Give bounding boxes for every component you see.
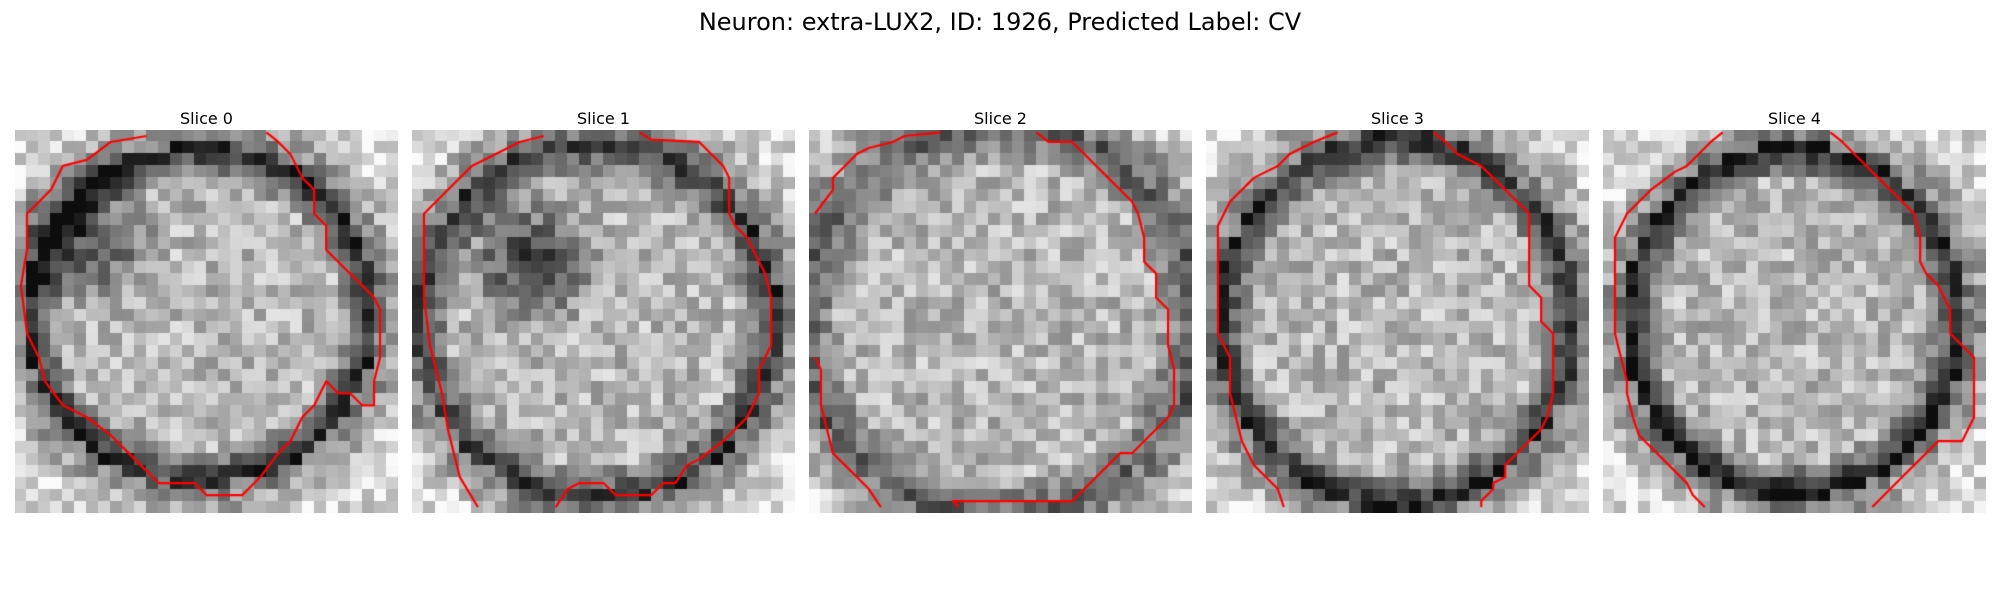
slice-image-2	[809, 130, 1192, 513]
slice-panel-1: Slice 1	[412, 108, 795, 513]
slice-panel-3: Slice 3	[1206, 108, 1589, 513]
slice-image-4	[1603, 130, 1986, 513]
slice-title-0: Slice 0	[180, 109, 233, 128]
slice-title-1: Slice 1	[577, 109, 630, 128]
slice-title-4: Slice 4	[1768, 109, 1821, 128]
slice-title-3: Slice 3	[1371, 109, 1424, 128]
slice-panel-2: Slice 2	[809, 108, 1192, 513]
slice-panel-4: Slice 4	[1603, 108, 1986, 513]
slice-image-3	[1206, 130, 1589, 513]
slice-image-0	[15, 130, 398, 513]
slice-panel-0: Slice 0	[15, 108, 398, 513]
figure-title: Neuron: extra-LUX2, ID: 1926, Predicted …	[698, 8, 1302, 36]
slice-image-1	[412, 130, 795, 513]
slice-title-2: Slice 2	[974, 109, 1027, 128]
